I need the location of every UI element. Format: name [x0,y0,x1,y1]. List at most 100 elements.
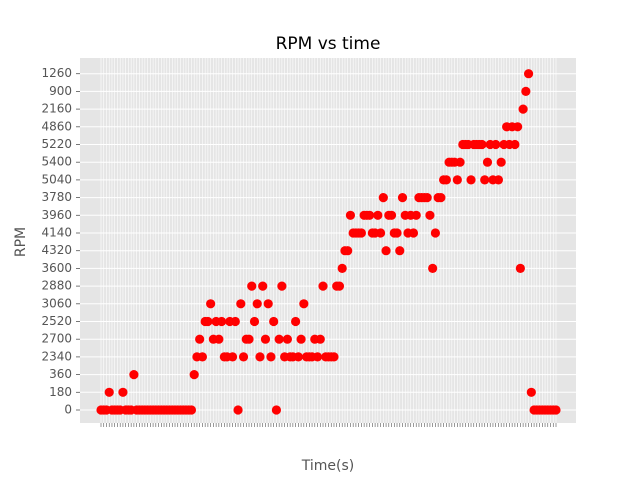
data-point [236,299,246,309]
data-point [425,210,435,220]
y-tick-label: 5400 [41,155,72,169]
data-point [436,193,446,203]
data-point [428,263,438,273]
data-point [230,316,240,327]
data-point [526,387,536,397]
data-point [282,334,292,344]
data-point [386,210,397,220]
data-point [296,334,306,344]
data-point [203,316,213,327]
data-point [266,352,276,362]
data-point [513,122,523,132]
plot-background [80,58,576,423]
data-point [466,175,476,185]
y-tick-label: 180 [49,385,72,399]
data-point [214,334,224,344]
data-point [269,316,279,327]
data-point [129,370,139,380]
data-point [395,246,405,256]
y-tick-label: 2340 [41,349,72,363]
data-point [491,139,501,150]
data-point [104,387,114,397]
data-point [312,352,323,362]
data-point [493,175,504,185]
data-point [238,352,249,362]
data-point [515,263,525,273]
data-point [521,86,531,96]
y-tick-label: 3960 [41,208,72,222]
y-tick-label: 5040 [41,172,72,186]
y-tick-label: 3780 [41,190,72,204]
data-point [118,387,128,397]
y-tick-label: 2700 [41,332,72,346]
y-tick-label: 1260 [41,66,72,80]
y-tick-labels: 0 180 360 2340 2700 2520 3060 2880 3600 4320 4140 3… [41,66,80,417]
data-points [96,69,561,415]
data-point [252,299,262,309]
data-point [334,281,345,291]
data-point [441,175,451,185]
data-point [249,316,260,327]
data-point [482,157,493,167]
data-point [258,281,268,291]
data-point [255,352,265,362]
y-gridlines [80,73,576,411]
data-point [227,352,238,362]
data-point [195,334,205,344]
data-point [422,193,432,203]
data-point [329,352,339,362]
data-point [315,334,325,344]
data-point [337,263,347,273]
y-tick-label: 4320 [41,243,72,257]
y-tick-label: 900 [49,84,72,98]
y-tick-label: 4140 [41,226,72,240]
data-point [217,316,227,327]
chart-title: RPM vs time [276,34,381,54]
data-point [263,299,273,309]
data-point [411,210,421,220]
data-point [408,228,419,238]
data-point [365,210,375,220]
data-point [186,405,197,415]
data-point [397,193,408,203]
data-point [293,352,303,362]
data-point [381,246,391,256]
x-axis-title: Time(s) [301,458,354,474]
data-point [291,316,301,327]
y-tick-label: 5220 [41,137,72,151]
y-tick-label: 2160 [41,102,72,116]
data-point [197,352,208,362]
y-tick-label: 3060 [41,296,72,310]
data-point [260,334,271,344]
data-point [452,175,462,185]
data-point [518,104,528,114]
data-point [244,334,254,344]
data-point [318,281,328,291]
data-point [373,210,383,220]
data-point [392,228,402,238]
x-tick-marks [100,423,557,427]
data-point [277,281,287,291]
data-point [345,210,356,220]
data-point [206,299,216,309]
data-point [523,69,534,79]
data-point [378,193,388,203]
data-point [430,228,440,238]
data-point [510,139,520,150]
y-tick-label: 2880 [41,279,72,293]
y-axis-title: RPM [13,227,29,257]
data-point [299,299,309,309]
y-tick-label: 360 [49,367,72,381]
data-point [455,157,465,167]
data-point [375,228,386,238]
data-point [496,157,506,167]
data-point [247,281,257,291]
data-point [551,405,561,415]
data-point [343,246,353,256]
x-gridlines [100,58,557,423]
data-point [477,139,487,150]
data-point [480,175,490,185]
data-point [271,405,282,415]
y-tick-label: 4860 [41,119,72,133]
